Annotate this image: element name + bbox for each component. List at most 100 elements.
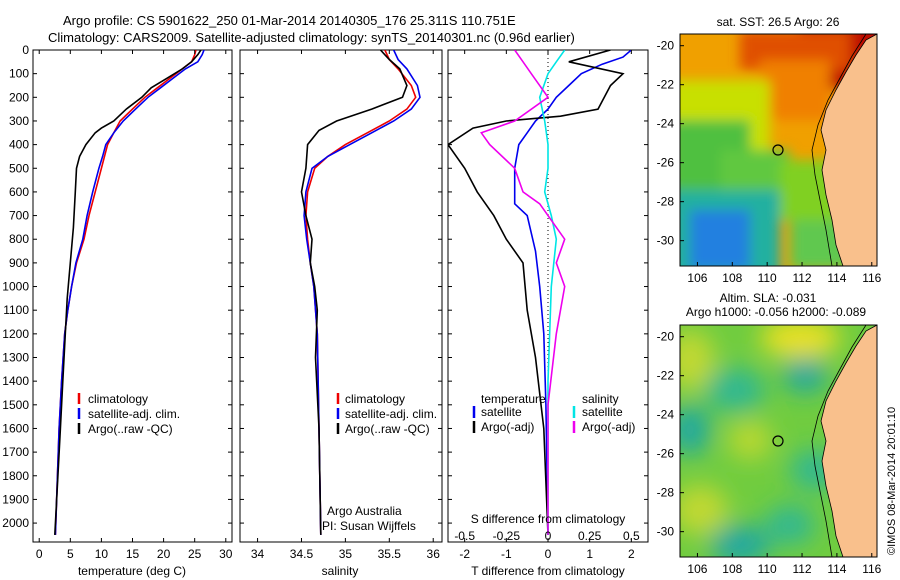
legend-label-climatology: climatology (345, 392, 405, 406)
depth-tick-label: 1800 (2, 469, 29, 483)
x-axis-ticks: 0 5 10 15 20 25 30 34 34.5 35 35.5 36 -2 -1 0 1 2 -0.5 -0.… (36, 50, 640, 561)
sla-map-frame (679, 324, 878, 558)
sst-map-axes: 106 108 110 112 114 116 -20 -22 -24 -26 -28 -30 (657, 39, 882, 285)
land-mass (820, 325, 877, 557)
map-y-tick-label: -24 (657, 408, 675, 422)
series-line-0 (305, 50, 417, 535)
x-tick-label: 0 (36, 547, 43, 561)
series-line-1 (54, 50, 205, 535)
x-tick-label: 2 (628, 547, 635, 561)
x-tick-label: 5 (67, 547, 74, 561)
x-tick-label: 20 (157, 547, 171, 561)
depth-tick-label: 800 (9, 232, 29, 246)
x-tick-label: 25 (188, 547, 202, 561)
x-tick-label: 1 (586, 547, 593, 561)
legend-label-climatology: climatology (88, 392, 148, 406)
depth-tick-label: 300 (9, 114, 29, 128)
legend-label-s-argo: Argo(-adj) (582, 420, 635, 434)
map-y-tick-label: -30 (657, 234, 675, 248)
coastline-contour (811, 34, 867, 266)
legend-label-satellite: satellite-adj. clim. (345, 407, 437, 421)
sla-map (680, 325, 877, 557)
map-x-tick-label: 112 (792, 562, 811, 576)
depth-tick-label: 2000 (2, 516, 29, 530)
diff-series-line-0 (513, 50, 632, 535)
map-x-tick-label: 112 (792, 271, 811, 285)
s-tick-label: -0.5 (454, 529, 475, 543)
map-x-tick-label: 110 (758, 271, 777, 285)
header-line2: Climatology: CARS2009. Satellite-adjuste… (48, 30, 575, 45)
salinity-panel (239, 49, 443, 543)
s-tick-label: 0.25 (578, 529, 602, 543)
series-line-2 (300, 50, 408, 535)
series-line-2 (54, 50, 202, 535)
sst-map (680, 34, 877, 266)
land-mass (820, 34, 877, 266)
map-y-tick-label: -22 (657, 369, 675, 383)
diff-series-line-2 (538, 50, 566, 535)
imos-timestamp: ©IMOS 08-Mar-2014 20:01:10 (886, 407, 898, 555)
salinity-legend: climatology satellite-adj. clim. Argo(..… (336, 392, 437, 436)
map-y-tick-label: -26 (657, 156, 675, 170)
depth-tick-label: 0 (22, 43, 29, 57)
depth-tick-label: 1200 (2, 327, 29, 341)
depth-tick-label: 1100 (3, 303, 29, 317)
map-y-tick-label: -26 (657, 447, 675, 461)
depth-tick-label: 500 (9, 161, 29, 175)
x-tick-label: 0 (545, 547, 552, 561)
argo-credit: Argo Australia (327, 504, 402, 518)
sla-map-title: Altim. SLA: -0.031 (720, 291, 817, 305)
temperature-xlabel: temperature (deg C) (78, 564, 186, 578)
x-tick-label: 10 (95, 547, 109, 561)
map-x-tick-label: 116 (862, 271, 881, 285)
s-tick-label: 0.5 (623, 529, 640, 543)
diff-series-line-1 (448, 50, 625, 535)
map-x-tick-label: 114 (827, 271, 846, 285)
difference-series (448, 50, 632, 542)
sst-map-title: sat. SST: 26.5 Argo: 26 (717, 15, 840, 29)
difference-xlabel: T difference from climatology (471, 564, 625, 578)
legend-label-satellite: satellite-adj. clim. (88, 407, 180, 421)
x-tick-label: -2 (459, 547, 470, 561)
series-line-1 (303, 50, 421, 535)
map-y-tick-label: -28 (657, 486, 675, 500)
depth-axis: 0 100 200 300 400 500 600 700 800 900 1000 1100 1200… (2, 43, 648, 530)
header-line1: Argo profile: CS 5901622_250 01-Mar-2014… (63, 13, 516, 28)
legend-label-t-satellite: satellite (481, 405, 522, 419)
legend-label-argo: Argo(..raw -QC) (345, 422, 430, 436)
x-tick-label: 35 (339, 547, 353, 561)
legend-label-s-satellite: satellite (582, 405, 623, 419)
depth-tick-label: 1500 (2, 398, 29, 412)
depth-tick-label: 400 (9, 138, 29, 152)
depth-tick-label: 100 (9, 67, 29, 81)
map-y-tick-label: -24 (657, 117, 675, 131)
map-x-tick-label: 110 (758, 562, 777, 576)
x-tick-label: 15 (126, 547, 140, 561)
map-x-tick-label: 106 (687, 271, 707, 285)
map-x-tick-label: 108 (722, 271, 742, 285)
sst-argo-location-marker (772, 144, 784, 156)
s-tick-label: 0 (545, 529, 552, 543)
depth-tick-label: 900 (9, 256, 29, 270)
salinity-xlabel: salinity (322, 564, 359, 578)
depth-tick-label: 600 (9, 185, 29, 199)
x-tick-label: 36 (427, 547, 441, 561)
series-line-0 (54, 50, 197, 535)
depth-tick-label: 200 (9, 90, 29, 104)
s-tick-label: -0.25 (493, 529, 521, 543)
difference-xlabel-top: S difference from climatology (471, 512, 626, 526)
diff-series-line-3 (480, 50, 566, 535)
map-x-tick-label: 114 (827, 562, 846, 576)
map-y-tick-label: -22 (657, 78, 675, 92)
pi-credit: PI: Susan Wijffels (322, 519, 416, 533)
depth-tick-label: 1700 (2, 445, 29, 459)
legend-header-salinity: salinity (582, 392, 619, 406)
depth-tick-label: 1300 (2, 351, 29, 365)
x-tick-label: 30 (219, 547, 233, 561)
sla-map-axes: 106 108 110 112 114 116 -20 -22 -24 -26 -28 -30 (657, 330, 882, 576)
legend-label-argo: Argo(..raw -QC) (88, 422, 173, 436)
salinity-series (300, 50, 421, 535)
legend-label-t-argo: Argo(-adj) (481, 420, 534, 434)
difference-legend: temperature salinity satellite Argo(-adj… (472, 392, 635, 434)
sla-map-subtitle: Argo h1000: -0.056 h2000: -0.089 (686, 305, 866, 319)
